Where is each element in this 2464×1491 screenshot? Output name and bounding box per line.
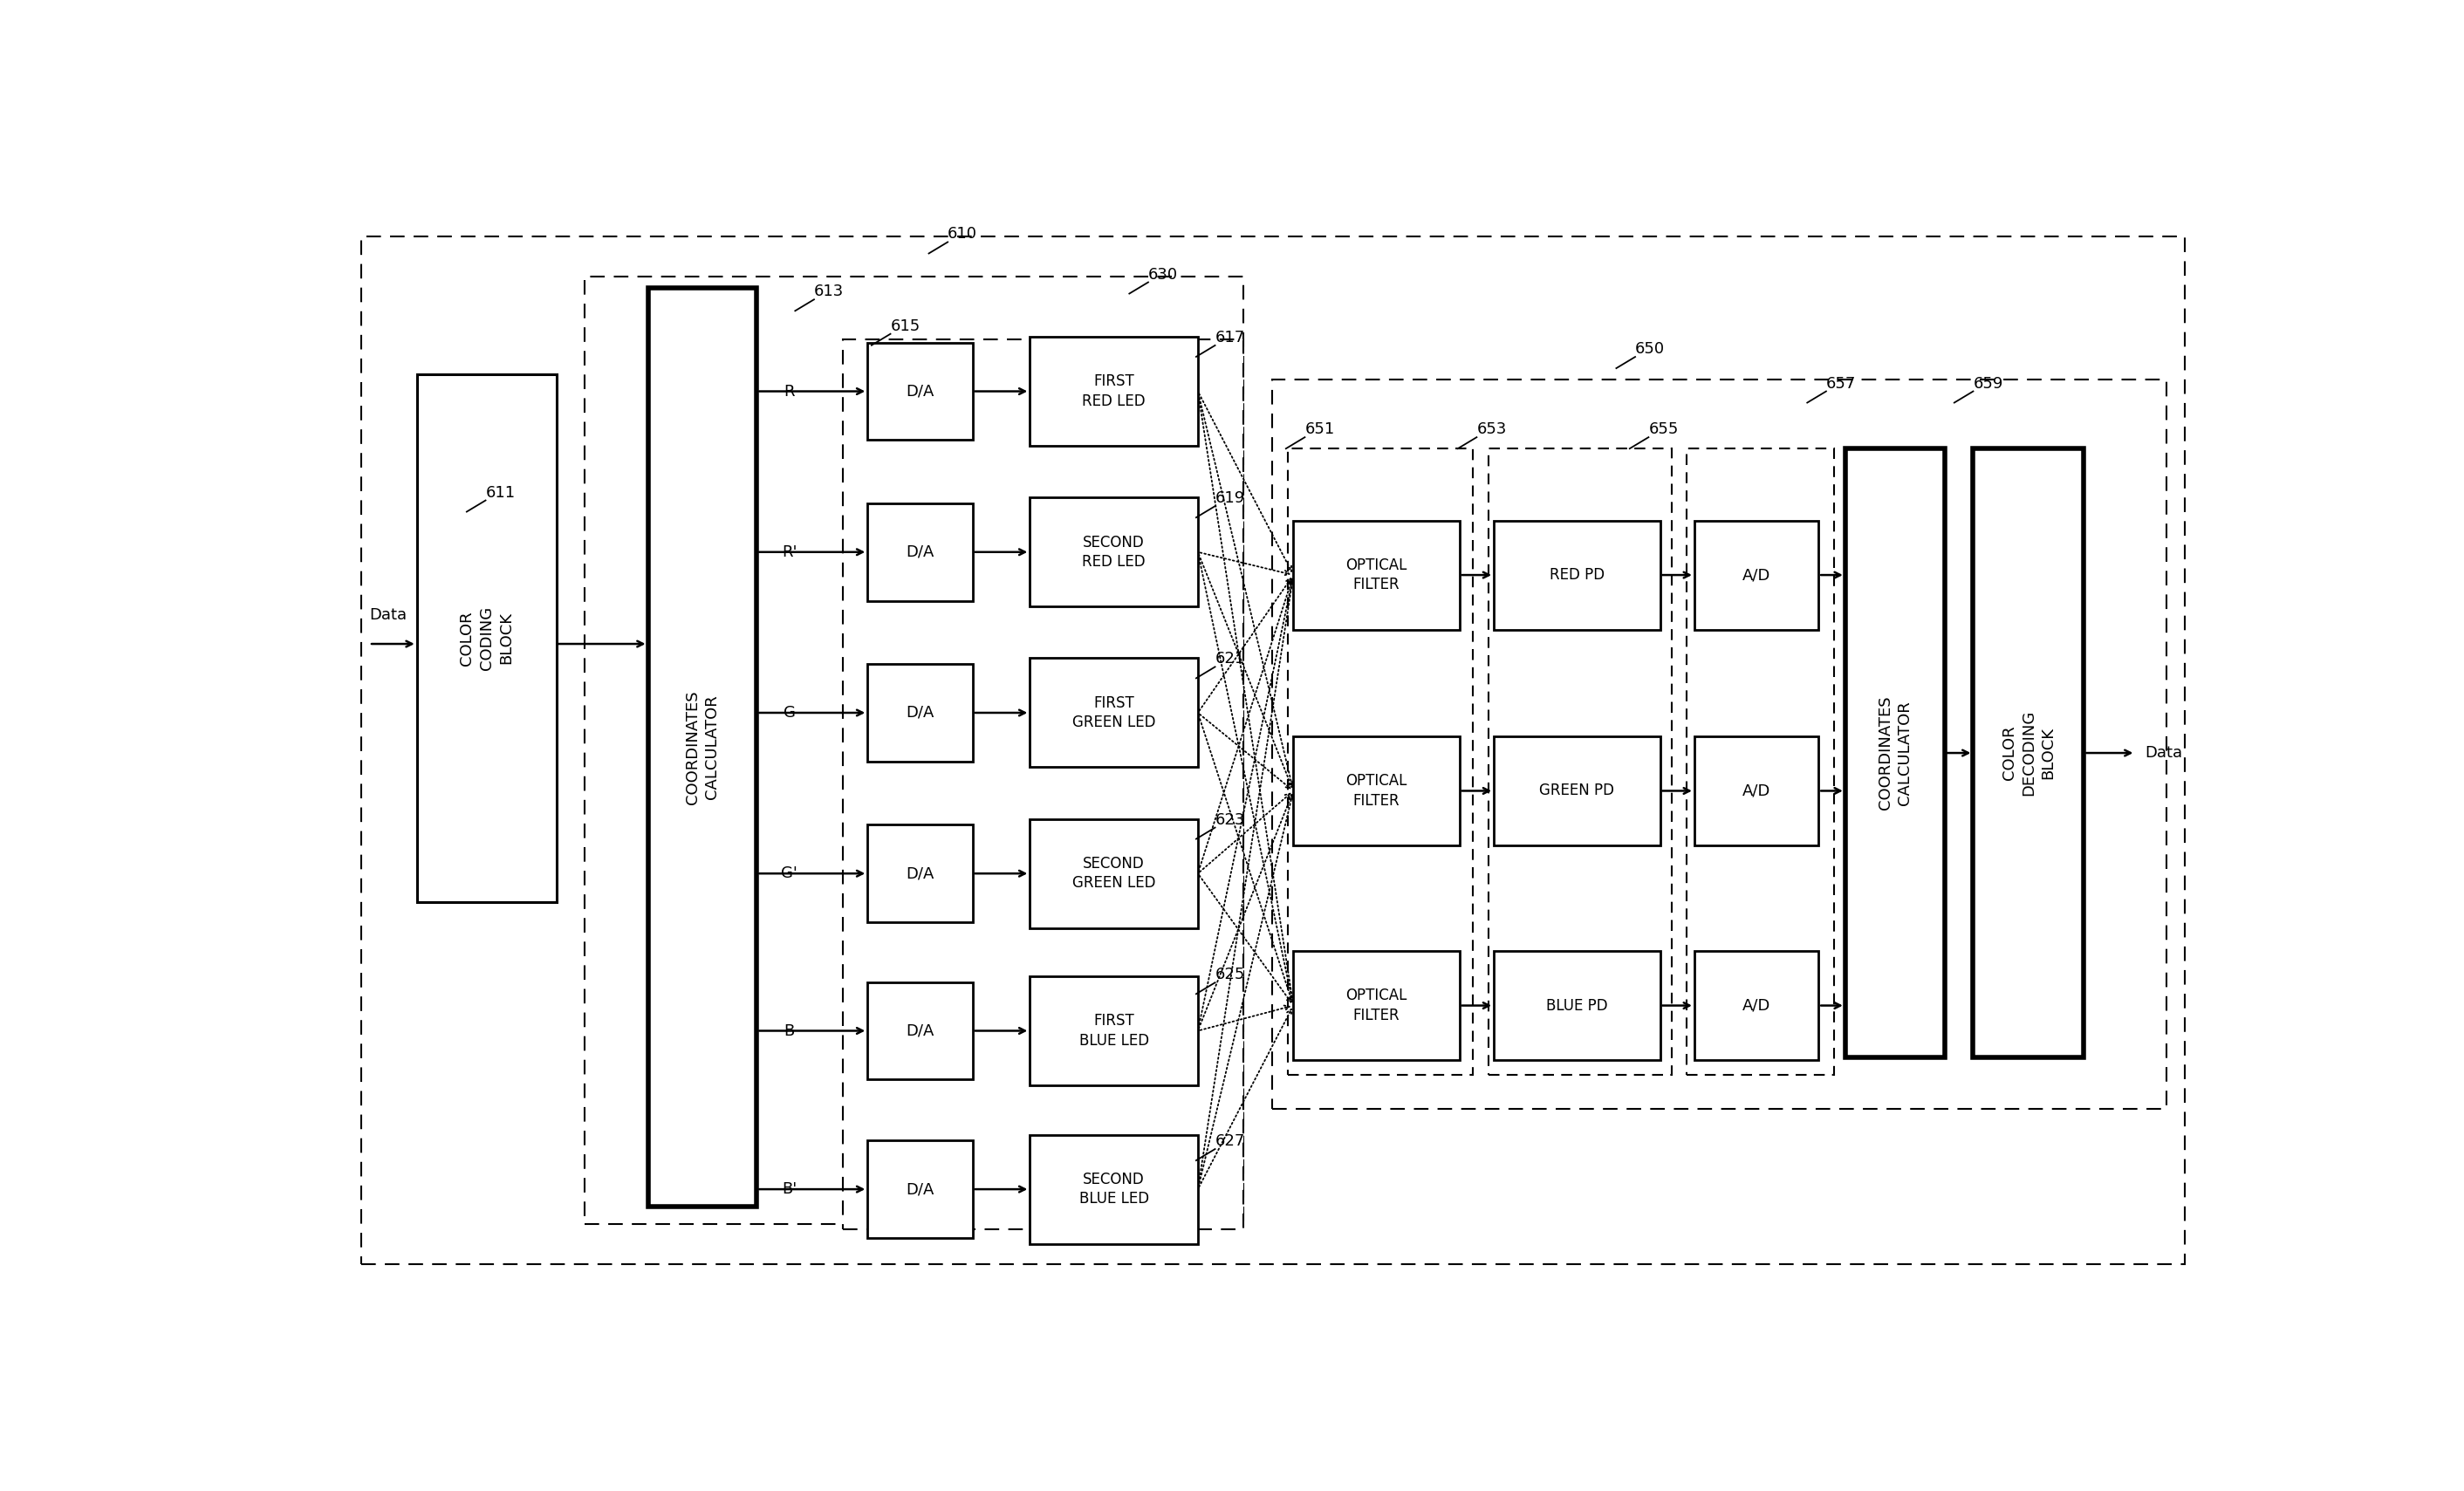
Bar — [1493, 737, 1661, 845]
Text: A/D: A/D — [1742, 783, 1772, 799]
Text: D/A: D/A — [907, 1181, 934, 1197]
Text: 613: 613 — [813, 283, 845, 300]
Text: FIRST
BLUE LED: FIRST BLUE LED — [1079, 1014, 1148, 1048]
Text: D/A: D/A — [907, 705, 934, 720]
Bar — [1488, 449, 1671, 1075]
Bar — [1030, 819, 1198, 927]
Bar — [1030, 498, 1198, 607]
Bar — [1294, 737, 1459, 845]
Text: 653: 653 — [1476, 422, 1506, 437]
Text: A/D: A/D — [1742, 997, 1772, 1014]
Text: 611: 611 — [485, 485, 515, 501]
Text: 655: 655 — [1648, 422, 1678, 437]
Text: Data: Data — [370, 607, 407, 623]
Text: D/A: D/A — [907, 866, 934, 881]
Bar — [867, 663, 973, 762]
Bar — [867, 504, 973, 601]
Text: OPTICAL
FILTER: OPTICAL FILTER — [1345, 989, 1407, 1023]
Bar — [867, 825, 973, 923]
Bar — [584, 276, 1244, 1224]
Text: R: R — [784, 383, 796, 400]
Bar — [1493, 520, 1661, 629]
Bar — [1846, 449, 1944, 1057]
Bar — [1695, 951, 1818, 1060]
Text: R': R' — [781, 544, 796, 561]
Bar — [1289, 449, 1473, 1075]
Text: COORDINATES
CALCULATOR: COORDINATES CALCULATOR — [1878, 696, 1912, 810]
Bar — [843, 340, 1244, 1230]
Bar — [1695, 520, 1818, 629]
Bar — [1030, 658, 1198, 768]
Text: 610: 610 — [949, 227, 978, 242]
Text: SECOND
GREEN LED: SECOND GREEN LED — [1072, 856, 1156, 892]
Text: B: B — [784, 1023, 793, 1039]
Text: 625: 625 — [1215, 966, 1244, 983]
Text: COORDINATES
CALCULATOR: COORDINATES CALCULATOR — [685, 690, 719, 804]
Text: GREEN PD: GREEN PD — [1540, 783, 1614, 799]
Text: B': B' — [781, 1181, 796, 1197]
Bar — [1271, 380, 2166, 1109]
Text: D/A: D/A — [907, 383, 934, 400]
Text: D/A: D/A — [907, 1023, 934, 1039]
Bar — [1030, 1135, 1198, 1243]
Text: FIRST
RED LED: FIRST RED LED — [1082, 374, 1146, 409]
Text: 630: 630 — [1148, 267, 1178, 282]
Text: 623: 623 — [1215, 813, 1244, 828]
Text: 619: 619 — [1215, 491, 1244, 505]
Text: 621: 621 — [1215, 652, 1244, 666]
Text: FIRST
GREEN LED: FIRST GREEN LED — [1072, 695, 1156, 731]
Text: G: G — [784, 705, 796, 720]
Text: Data: Data — [2146, 746, 2183, 760]
Text: G': G' — [781, 866, 798, 881]
Bar — [416, 374, 557, 902]
Text: 650: 650 — [1636, 341, 1666, 356]
Text: BLUE PD: BLUE PD — [1545, 997, 1607, 1014]
Bar — [1294, 951, 1459, 1060]
Text: RED PD: RED PD — [1550, 567, 1604, 583]
Bar — [1294, 520, 1459, 629]
Text: SECOND
BLUE LED: SECOND BLUE LED — [1079, 1172, 1148, 1206]
Text: OPTICAL
FILTER: OPTICAL FILTER — [1345, 558, 1407, 592]
Text: 617: 617 — [1215, 330, 1244, 346]
Text: D/A: D/A — [907, 544, 934, 561]
Text: COLOR
CODING
BLOCK: COLOR CODING BLOCK — [458, 607, 515, 669]
Text: COLOR
DECODING
BLOCK: COLOR DECODING BLOCK — [2001, 710, 2055, 796]
Bar — [648, 288, 756, 1206]
Bar — [362, 236, 2186, 1264]
Text: SECOND
RED LED: SECOND RED LED — [1082, 534, 1146, 570]
Bar — [867, 983, 973, 1079]
Bar — [1493, 951, 1661, 1060]
Text: OPTICAL
FILTER: OPTICAL FILTER — [1345, 774, 1407, 808]
Text: 651: 651 — [1306, 422, 1335, 437]
Text: 627: 627 — [1215, 1133, 1244, 1150]
Bar — [867, 343, 973, 440]
Text: 615: 615 — [890, 318, 922, 334]
Bar — [1695, 737, 1818, 845]
Text: 659: 659 — [1974, 376, 2003, 391]
Text: A/D: A/D — [1742, 567, 1772, 583]
Bar — [1688, 449, 1833, 1075]
Bar — [1030, 337, 1198, 446]
Bar — [1974, 449, 2085, 1057]
Bar — [1030, 977, 1198, 1085]
Text: 657: 657 — [1826, 376, 1855, 391]
Bar — [867, 1141, 973, 1238]
